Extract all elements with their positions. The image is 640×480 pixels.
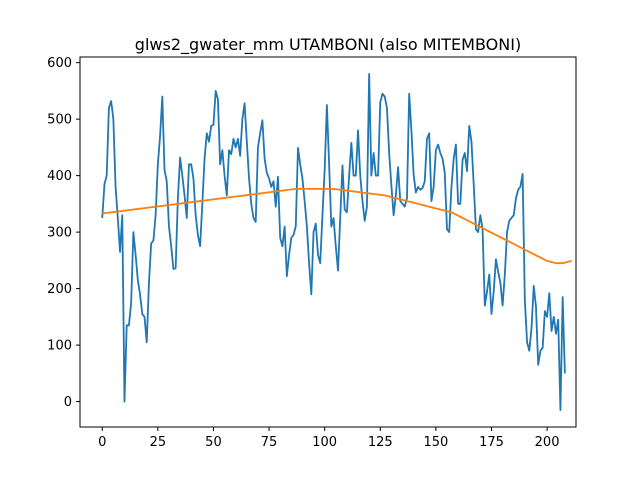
y-tick-label: 300 (47, 226, 72, 241)
y-tick-label: 0 (64, 395, 72, 410)
y-tick-label: 400 (47, 169, 72, 184)
x-tick-label: 100 (312, 435, 337, 450)
x-tick-label: 150 (423, 435, 448, 450)
x-tick-label: 125 (368, 435, 393, 450)
series-layer (101, 73, 572, 411)
series-line-trend (102, 187, 572, 265)
series-line-observed (101, 73, 566, 411)
y-tick-label: 200 (47, 282, 72, 297)
chart-title: glws2_gwater_mm UTAMBONI (also MITEMBONI… (135, 35, 521, 55)
y-tick-label: 600 (47, 56, 72, 71)
axis-ticks: 0 25 50 75 100 125 150 175 200 0 100 200 300 400 500 60… (47, 56, 559, 450)
x-tick-label: 200 (535, 435, 560, 450)
y-tick-label: 500 (47, 113, 72, 128)
y-tick-label: 100 (47, 339, 72, 354)
x-tick-label: 25 (150, 435, 167, 450)
plot-frame (79, 56, 577, 428)
x-tick-label: 175 (479, 435, 504, 450)
x-tick-label: 75 (261, 435, 278, 450)
x-tick-label: 50 (205, 435, 222, 450)
x-tick-label: 0 (98, 435, 106, 450)
